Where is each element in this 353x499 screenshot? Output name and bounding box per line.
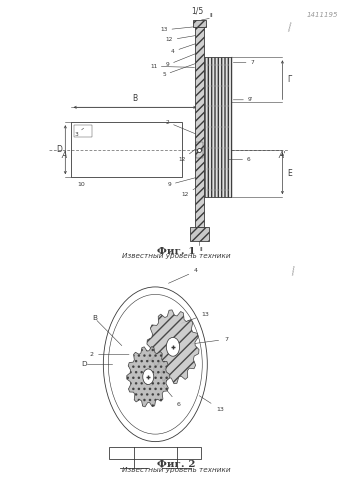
Circle shape — [143, 369, 154, 385]
Text: /: / — [290, 266, 296, 277]
Text: B: B — [132, 94, 138, 103]
Text: 10: 10 — [78, 182, 85, 187]
Text: 11: 11 — [150, 64, 195, 69]
Text: 7: 7 — [191, 337, 228, 344]
Text: 2: 2 — [89, 352, 129, 357]
Text: 13: 13 — [199, 396, 224, 412]
Polygon shape — [147, 310, 199, 384]
Text: A: A — [62, 151, 67, 160]
Text: E: E — [288, 169, 292, 178]
Polygon shape — [190, 227, 209, 241]
Text: 1/5: 1/5 — [192, 7, 204, 16]
Text: 5: 5 — [150, 354, 168, 387]
Text: 9': 9' — [233, 97, 253, 102]
Text: 9: 9 — [168, 178, 196, 187]
Polygon shape — [193, 20, 205, 27]
Text: 3: 3 — [74, 128, 84, 137]
Text: 13: 13 — [181, 312, 210, 323]
Text: D: D — [82, 361, 87, 367]
Polygon shape — [127, 347, 170, 407]
Text: 4: 4 — [171, 43, 198, 54]
Text: 5: 5 — [162, 63, 197, 77]
Polygon shape — [204, 57, 231, 197]
Text: II: II — [199, 247, 203, 252]
Text: 12: 12 — [182, 185, 200, 197]
Text: D: D — [56, 145, 62, 154]
Text: 1411195: 1411195 — [307, 12, 339, 18]
Text: A': A' — [279, 151, 286, 160]
Polygon shape — [195, 27, 204, 227]
Text: 4: 4 — [168, 268, 198, 283]
Text: 2: 2 — [166, 120, 196, 134]
Text: 6: 6 — [161, 383, 180, 407]
Text: /: / — [287, 22, 292, 32]
Text: 12: 12 — [166, 35, 198, 42]
Text: Фиг. 2: Фиг. 2 — [157, 460, 196, 469]
Text: 6: 6 — [229, 157, 250, 162]
Text: 7: 7 — [233, 60, 254, 65]
Text: Г: Г — [288, 75, 292, 84]
Circle shape — [166, 337, 180, 356]
Text: Известный уровень техники: Известный уровень техники — [122, 253, 231, 259]
Text: Известный уровень техники: Известный уровень техники — [122, 467, 231, 473]
Text: B: B — [92, 314, 97, 321]
Text: 12: 12 — [178, 146, 200, 162]
Text: 13: 13 — [161, 26, 196, 32]
Text: II: II — [209, 13, 213, 18]
Text: Фиг. 1: Фиг. 1 — [157, 247, 196, 256]
Text: 9: 9 — [166, 53, 197, 67]
